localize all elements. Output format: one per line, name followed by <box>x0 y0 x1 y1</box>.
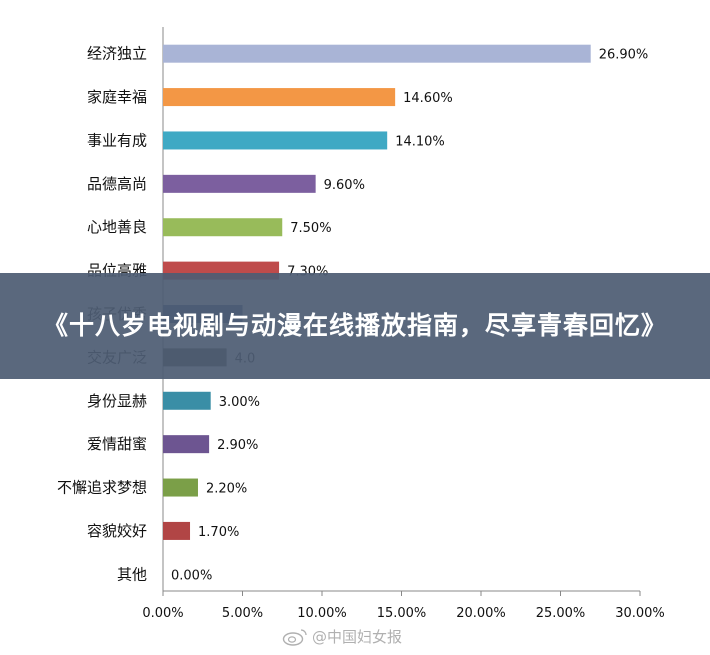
value-label-0: 26.90% <box>599 48 649 63</box>
category-label-8: 身份显赫 <box>87 392 147 410</box>
category-label-9: 爱情甜蜜 <box>87 435 147 453</box>
x-tick-label-6: 30.00% <box>615 606 665 621</box>
watermark: @中国妇女报 <box>282 626 402 647</box>
category-label-11: 容貌姣好 <box>87 522 147 540</box>
category-label-1: 家庭幸福 <box>87 88 147 106</box>
value-label-3: 9.60% <box>324 178 365 193</box>
value-label-12: 0.00% <box>171 568 212 583</box>
bar-0 <box>163 44 591 63</box>
x-tick-label-1: 5.00% <box>222 606 263 621</box>
value-label-4: 7.50% <box>290 221 331 236</box>
title-banner: 《十八岁电视剧与动漫在线播放指南，尽享青春回忆》 <box>0 273 710 379</box>
bar-8 <box>163 391 211 410</box>
bar-2 <box>163 131 388 150</box>
watermark-text: @中国妇女报 <box>312 628 403 646</box>
category-label-12: 其他 <box>117 565 147 583</box>
category-label-4: 心地善良 <box>87 218 147 236</box>
bar-9 <box>163 435 210 454</box>
value-label-9: 2.90% <box>217 438 258 453</box>
value-label-1: 14.60% <box>403 91 453 106</box>
bar-1 <box>163 88 396 107</box>
banner-title: 《十八岁电视剧与动漫在线播放指南，尽享青春回忆》 <box>42 311 667 340</box>
category-label-0: 经济独立 <box>87 45 147 63</box>
bar-3 <box>163 174 316 193</box>
value-label-11: 1.70% <box>198 525 239 540</box>
x-tick-label-5: 25.00% <box>536 606 586 621</box>
weibo-icon <box>282 628 307 646</box>
bar-11 <box>163 521 191 540</box>
x-tick-label-0: 0.00% <box>142 606 183 621</box>
category-label-10: 不懈追求梦想 <box>57 479 147 497</box>
bar-4 <box>163 218 283 237</box>
x-tick-label-4: 20.00% <box>456 606 506 621</box>
category-label-3: 品德高尚 <box>87 175 147 193</box>
value-label-10: 2.20% <box>206 482 247 497</box>
x-tick-label-2: 10.00% <box>297 606 347 621</box>
bar-10 <box>163 478 198 497</box>
x-tick-label-3: 15.00% <box>377 606 427 621</box>
category-label-2: 事业有成 <box>87 131 147 149</box>
value-label-2: 14.10% <box>395 134 445 149</box>
value-label-8: 3.00% <box>219 395 260 410</box>
